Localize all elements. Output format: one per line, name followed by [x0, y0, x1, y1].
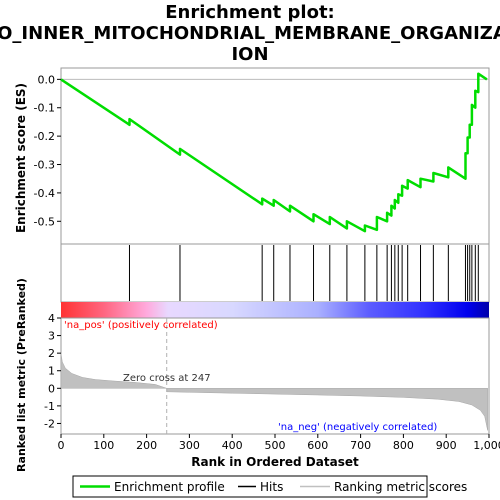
- es-y-tick-label-0: 0.0: [38, 73, 56, 86]
- x-tick-label-5: 500: [265, 439, 286, 452]
- chart-title-line-3: ION: [231, 44, 268, 65]
- metric-y-tick-label-3: 1: [48, 365, 55, 378]
- legend-label-0: Enrichment profile: [114, 480, 225, 494]
- chart-title-line-2: GO_INNER_MITOCHONDRIAL_MEMBRANE_ORGANIZA…: [0, 23, 500, 44]
- hit-markers: [128, 245, 479, 301]
- legend-label-1: Hits: [260, 480, 283, 494]
- metric-y-axis: 4 3 2 1 0 -1 -2: [44, 312, 61, 430]
- ranking-metric-fill: [60, 353, 488, 431]
- metric-panel: [60, 317, 490, 435]
- hits-panel: [60, 243, 490, 303]
- metric-y-tick-label-1: 3: [48, 330, 55, 343]
- metric-y-axis-label: Ranked list metric (PreRanked): [15, 278, 28, 472]
- chart-title-line-1: Enrichment plot:: [165, 2, 335, 23]
- metric-y-tick-label-5: -1: [44, 400, 55, 413]
- legend: Enrichment profile Hits Ranking metric sco…: [80, 480, 467, 494]
- x-tick-label-2: 200: [136, 439, 157, 452]
- legend-label-2: Ranking metric scores: [334, 480, 467, 494]
- metric-y-tick-label-0: 4: [48, 312, 55, 325]
- x-tick-label-10: 1,000: [473, 439, 500, 452]
- x-tick-label-7: 700: [350, 439, 371, 452]
- es-y-axis-label: Enrichment score (ES): [14, 83, 28, 233]
- rank-color-bar: [61, 302, 489, 318]
- x-tick-label-6: 600: [307, 439, 328, 452]
- es-y-tick-label-2: -0.2: [34, 130, 55, 143]
- x-tick-label-0: 0: [58, 439, 65, 452]
- metric-y-tick-label-4: 0: [48, 382, 55, 395]
- es-panel: [60, 67, 490, 245]
- x-tick-label-9: 900: [436, 439, 457, 452]
- x-tick-label-1: 100: [93, 439, 114, 452]
- enrichment-profile-line: [60, 72, 488, 233]
- x-axis-label: Rank in Ordered Dataset: [191, 455, 359, 469]
- x-tick-label-3: 300: [179, 439, 200, 452]
- metric-y-tick-label-2: 2: [48, 347, 55, 360]
- es-y-tick-label-3: -0.3: [34, 159, 55, 172]
- es-y-tick-label-1: -0.1: [34, 102, 55, 115]
- enrichment-profile-curve: [60, 72, 488, 233]
- metric-y-tick-label-6: -2: [44, 417, 55, 430]
- negative-correlation-label: 'na_neg' (negatively correlated): [278, 422, 437, 433]
- x-tick-label-4: 400: [222, 439, 243, 452]
- positive-correlation-label: 'na_pos' (positively correlated): [64, 320, 218, 331]
- es-y-tick-label-5: -0.5: [34, 215, 55, 228]
- x-axis: 0 100 200 300 400 500 600 700 800 900 1,000: [58, 434, 500, 452]
- es-y-tick-label-4: -0.4: [34, 187, 55, 200]
- es-y-axis: 0.0 -0.1 -0.2 -0.3 -0.4 -0.5: [34, 73, 61, 228]
- x-tick-label-8: 800: [393, 439, 414, 452]
- zero-cross-label: Zero cross at 247: [123, 373, 211, 384]
- ranking-metric-area: [60, 318, 488, 434]
